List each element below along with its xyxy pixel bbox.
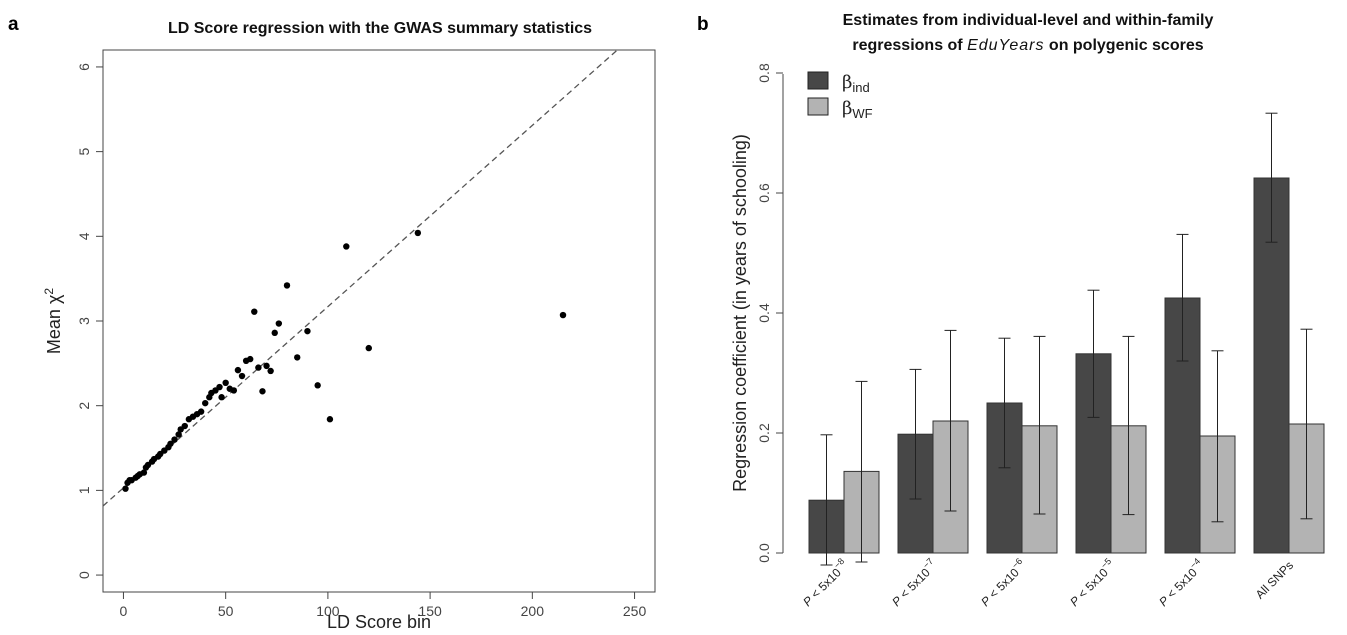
panel-b-title-line1: Estimates from individual-level and with… bbox=[843, 12, 1214, 29]
legend-label-ind-main: β bbox=[842, 72, 852, 93]
scatter-point bbox=[267, 367, 274, 375]
y-tick-label: 2 bbox=[76, 402, 92, 410]
panel-a-y-label-main: Mean χ bbox=[44, 294, 64, 354]
y-tick-label: 0.2 bbox=[756, 423, 772, 443]
scatter-point bbox=[197, 408, 205, 415]
scatter-point bbox=[414, 229, 422, 237]
scatter-point bbox=[181, 422, 188, 430]
scatter-point bbox=[326, 416, 334, 423]
panel-a-plot: 0 50 100 150 200 250 0 1 2 3 4 5 6 bbox=[76, 49, 656, 619]
scatter-point bbox=[251, 308, 258, 315]
scatter-point bbox=[216, 383, 223, 391]
panel-a-title: LD Score regression with the GWAS summar… bbox=[168, 20, 592, 37]
scatter-point bbox=[167, 440, 174, 447]
scatter-point bbox=[247, 355, 254, 363]
y-tick-label: 0.6 bbox=[756, 183, 772, 203]
legend-label-wf-sub: WF bbox=[852, 106, 872, 121]
y-tick-label: 0.8 bbox=[756, 63, 772, 83]
y-tick-label: 5 bbox=[76, 148, 92, 156]
scatter-point bbox=[304, 327, 311, 335]
scatter-point bbox=[271, 329, 278, 337]
x-tick-label: 0 bbox=[120, 603, 128, 619]
scatter-point bbox=[263, 362, 270, 370]
scatter-point bbox=[171, 436, 178, 443]
scatter-point bbox=[218, 394, 225, 401]
panel-b-y-ticks: 0.0 0.2 0.4 0.6 0.8 bbox=[756, 63, 783, 563]
scatter-point bbox=[234, 366, 242, 374]
y-tick-label: 0 bbox=[76, 571, 92, 579]
y-tick-label: 0.4 bbox=[756, 303, 772, 323]
x-tick-label: 150 bbox=[418, 603, 442, 619]
y-tick-label: 1 bbox=[76, 486, 92, 494]
scatter-point bbox=[122, 485, 129, 492]
scatter-point bbox=[365, 344, 372, 352]
scatter-point bbox=[255, 364, 262, 371]
legend: βind βWF bbox=[807, 71, 873, 121]
category-label-base: All SNPs bbox=[1253, 558, 1296, 601]
scatter-points bbox=[122, 229, 567, 492]
legend-label-wf: βWF bbox=[842, 98, 873, 121]
scatter-point bbox=[259, 388, 266, 395]
scatter-point bbox=[222, 379, 229, 387]
legend-swatch-wf bbox=[807, 97, 829, 116]
panel-b-title-line2-pre: regressions of bbox=[852, 37, 967, 54]
category-label: P < 5x10−5 bbox=[1065, 556, 1118, 609]
scatter-point bbox=[294, 354, 301, 361]
legend-swatch-ind bbox=[807, 71, 829, 90]
regression-line bbox=[102, 49, 618, 507]
panel-a-y-label-sup: 2 bbox=[42, 288, 56, 295]
category-label: P < 5x10−7 bbox=[887, 556, 940, 609]
category-label: P < 5x10−8 bbox=[798, 556, 851, 609]
x-tick-label: 250 bbox=[623, 603, 647, 619]
legend-label-ind: βind bbox=[842, 72, 870, 95]
panel-b-title-line2-italic: EduYears bbox=[967, 37, 1044, 54]
panel-a-y-ticks: 0 1 2 3 4 5 6 bbox=[76, 63, 103, 579]
panel-a-x-label: LD Score bin bbox=[327, 612, 431, 632]
scatter-point bbox=[230, 387, 238, 394]
bar-groups bbox=[808, 112, 1325, 566]
scatter-point bbox=[343, 243, 350, 250]
bar-ind bbox=[1253, 177, 1290, 554]
scatter-point bbox=[238, 372, 246, 380]
category-label: P < 5x10−6 bbox=[976, 556, 1029, 609]
category-label: All SNPs bbox=[1253, 558, 1296, 601]
y-tick-label: 3 bbox=[76, 317, 92, 325]
y-tick-label: 4 bbox=[76, 232, 92, 240]
scatter-point bbox=[175, 431, 182, 438]
scatter-point bbox=[314, 382, 321, 389]
y-tick-label: 0.0 bbox=[756, 543, 772, 563]
scatter-point bbox=[559, 311, 567, 319]
panel-a-y-label: Mean χ2 bbox=[42, 288, 64, 354]
panel-b-y-label: Regression coefficient (in years of scho… bbox=[730, 134, 750, 492]
panel-a-x-ticks: 0 50 100 150 200 250 bbox=[120, 592, 647, 619]
panel-b-title-line2-post: on polygenic scores bbox=[1044, 37, 1203, 54]
category-labels: P < 5x10−8 P < 5x10−7 P < 5x10−6 P < 5x10−5… bbox=[798, 556, 1296, 609]
panel-b-title-line2: regressions of EduYears on polygenic sco… bbox=[852, 37, 1203, 54]
category-label: P < 5x10−4 bbox=[1154, 556, 1207, 609]
scatter-point bbox=[202, 399, 209, 407]
scatter-point bbox=[275, 320, 283, 327]
x-tick-label: 100 bbox=[316, 603, 340, 619]
panel-a-frame bbox=[102, 49, 656, 593]
scatter-point bbox=[283, 282, 291, 289]
x-tick-label: 200 bbox=[521, 603, 545, 619]
panel-a-letter: a bbox=[8, 14, 19, 35]
y-tick-label: 6 bbox=[76, 63, 92, 71]
legend-label-ind-sub: ind bbox=[852, 80, 869, 95]
scatter-point bbox=[140, 469, 148, 476]
x-tick-label: 50 bbox=[218, 603, 234, 619]
legend-label-wf-main: β bbox=[842, 98, 852, 119]
panel-b-letter: b bbox=[697, 14, 709, 35]
